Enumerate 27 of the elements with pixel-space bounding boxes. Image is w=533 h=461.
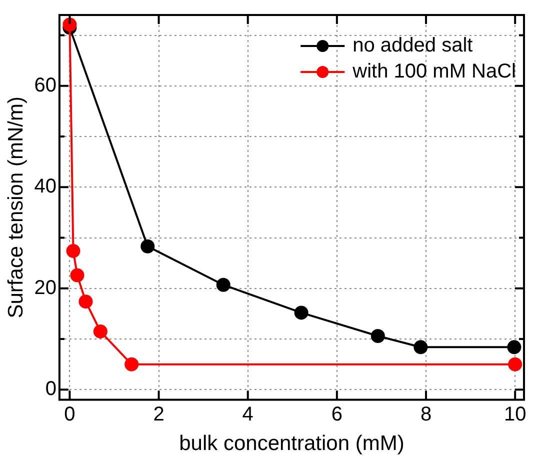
point bbox=[93, 324, 108, 338]
y-tick-label: 0 bbox=[45, 378, 56, 400]
x-tick-label: 2 bbox=[153, 403, 164, 426]
y-tick-label: 20 bbox=[34, 276, 56, 299]
point bbox=[507, 340, 522, 354]
point bbox=[140, 239, 155, 254]
point bbox=[62, 18, 77, 32]
x-tick-label: 6 bbox=[331, 403, 342, 426]
legend-label: no added salt bbox=[352, 34, 474, 57]
x-tick-label: 10 bbox=[504, 403, 526, 426]
point bbox=[294, 306, 308, 320]
y-axis-title: Surface tension (mN/m) bbox=[4, 96, 28, 318]
point bbox=[78, 294, 93, 309]
point bbox=[66, 244, 80, 258]
x-tick-label: 8 bbox=[420, 403, 432, 426]
point bbox=[124, 357, 139, 372]
point bbox=[370, 329, 385, 344]
point bbox=[414, 340, 428, 354]
x-tick-label: 4 bbox=[242, 403, 254, 426]
x-tick-label: 0 bbox=[64, 403, 76, 426]
point bbox=[508, 357, 522, 372]
legend-label: with 100 mM NaCl bbox=[352, 60, 516, 83]
point bbox=[70, 268, 84, 282]
point bbox=[216, 278, 230, 292]
y-tick-label: 40 bbox=[34, 176, 56, 198]
x-axis-title: bulk concentration (mM) bbox=[179, 432, 404, 456]
y-tick-label: 60 bbox=[34, 74, 56, 96]
